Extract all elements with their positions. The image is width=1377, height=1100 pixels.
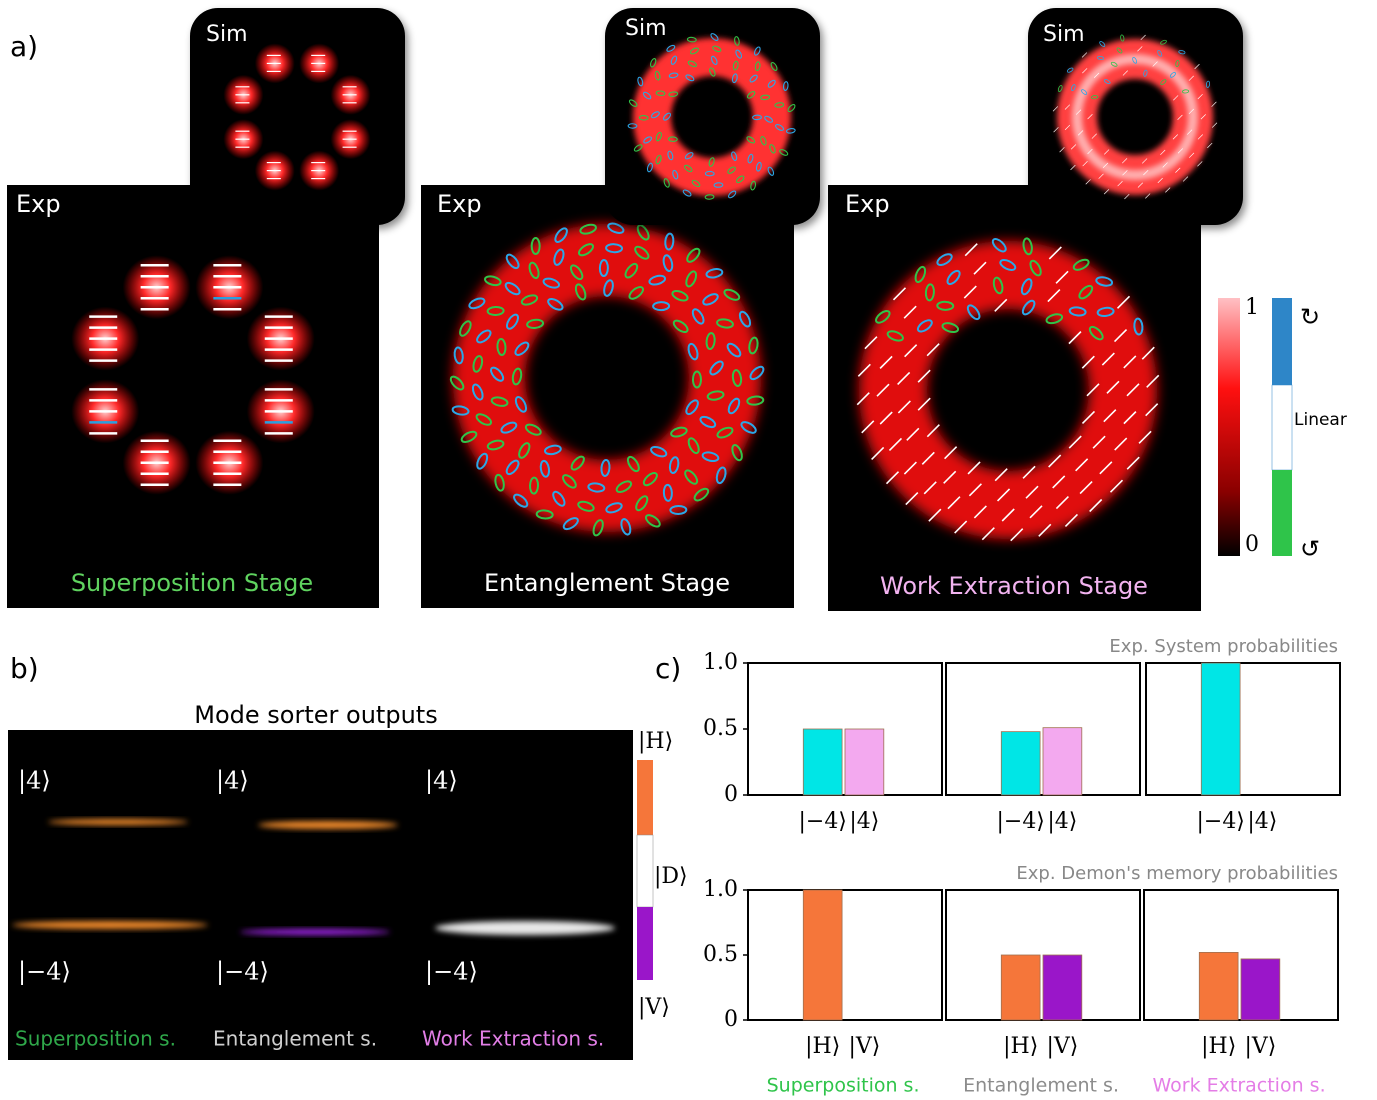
sorter-colorbar xyxy=(637,835,653,907)
x-axis-label: Entanglement s. xyxy=(963,1075,1119,1097)
plot-frame xyxy=(1146,663,1340,795)
colorbar-label: |V⟩ xyxy=(638,995,670,1020)
polarization-colorbar-circular xyxy=(1272,470,1292,556)
panel-label: c) xyxy=(655,652,681,685)
exp-label: Exp xyxy=(16,190,61,218)
sim-insets xyxy=(190,8,1243,225)
stage-label: Entanglement Stage xyxy=(484,569,730,597)
colorbar-label: |D⟩ xyxy=(654,864,688,889)
colorbar-symbol: ↺ xyxy=(1300,535,1320,563)
bar xyxy=(1043,728,1082,795)
bar-charts: 00.51.0|−4⟩|4⟩Exp. System probabilities|… xyxy=(703,636,1340,1097)
x-tick-label: |H⟩ xyxy=(805,1034,840,1059)
column-caption: Work Extraction s. xyxy=(422,1027,604,1051)
y-tick-label: 1.0 xyxy=(703,650,738,675)
polarization-colorbar-circular xyxy=(1272,298,1292,385)
sorter-colorbar xyxy=(637,760,653,835)
bar xyxy=(1241,959,1280,1020)
y-tick-label: 0 xyxy=(724,1007,738,1032)
stage-label: Superposition Stage xyxy=(71,569,313,597)
x-axis-label: Superposition s. xyxy=(767,1075,920,1097)
panel-title: Mode sorter outputs xyxy=(194,701,437,729)
bar xyxy=(1201,663,1240,795)
colorbar-tick: 0 xyxy=(1245,532,1259,557)
colorbar-symbol: ↻ xyxy=(1300,303,1320,331)
bar xyxy=(1199,952,1238,1020)
bar xyxy=(845,729,884,795)
panel-a-images xyxy=(7,185,1201,611)
mode-label: |4⟩ xyxy=(425,767,458,796)
mode-label: |−4⟩ xyxy=(425,958,478,987)
bar xyxy=(803,729,842,795)
sim-label: Sim xyxy=(1043,22,1085,47)
x-tick-label: |V⟩ xyxy=(848,1034,880,1059)
x-tick-label: |4⟩ xyxy=(1047,809,1077,834)
chart-title: Exp. Demon's memory probabilities xyxy=(1016,863,1338,884)
x-tick-label: |−4⟩ xyxy=(798,809,846,834)
mode-sorter-image xyxy=(8,730,633,1060)
mode-label: |−4⟩ xyxy=(18,958,71,987)
mode-label: |−4⟩ xyxy=(216,958,269,987)
panel-label: a) xyxy=(10,30,38,63)
x-tick-label: |H⟩ xyxy=(1201,1034,1236,1059)
y-tick-label: 0.5 xyxy=(703,942,738,967)
panel-label: b) xyxy=(10,652,39,685)
x-tick-label: |4⟩ xyxy=(1247,809,1277,834)
mode-label: |4⟩ xyxy=(216,767,249,796)
bar xyxy=(1001,732,1040,795)
sorter-spot xyxy=(258,821,398,829)
colorbar-label: Linear xyxy=(1294,410,1347,430)
column-caption: Entanglement s. xyxy=(213,1027,377,1051)
y-tick-label: 1.0 xyxy=(703,877,738,902)
column-caption: Superposition s. xyxy=(15,1027,176,1051)
stage-label: Work Extraction Stage xyxy=(880,572,1148,600)
x-tick-label: |H⟩ xyxy=(1003,1034,1038,1059)
page: { "panel_a": { "label": "a)", "panels": … xyxy=(0,0,1377,1100)
bar xyxy=(803,890,842,1020)
y-tick-label: 0.5 xyxy=(703,716,738,741)
exp-label: Exp xyxy=(437,190,482,218)
sim-label: Sim xyxy=(206,22,248,47)
mode-label: |4⟩ xyxy=(18,767,51,796)
sim-label: Sim xyxy=(625,16,667,41)
sorter-spot xyxy=(240,929,390,935)
x-tick-label: |4⟩ xyxy=(849,809,879,834)
exp-image xyxy=(7,185,379,608)
plot-frame xyxy=(748,890,942,1020)
bar xyxy=(1001,955,1040,1020)
exp-label: Exp xyxy=(845,190,890,218)
x-tick-label: |−4⟩ xyxy=(996,809,1044,834)
intensity-colorbar xyxy=(1218,298,1240,556)
polarization-colorbar-linear xyxy=(1272,385,1292,470)
figure: a) Sim Sim Sim Exp Exp Exp Superposition… xyxy=(0,0,1377,1100)
x-tick-label: |V⟩ xyxy=(1244,1034,1276,1059)
sorter-colorbar xyxy=(637,907,653,980)
colorbar-tick: 1 xyxy=(1245,295,1259,320)
colorbar-label: |H⟩ xyxy=(638,729,673,754)
sorter-spot xyxy=(12,921,208,929)
y-tick-label: 0 xyxy=(724,782,738,807)
x-axis-label: Work Extraction s. xyxy=(1152,1075,1325,1097)
chart-title: Exp. System probabilities xyxy=(1109,636,1338,657)
sorter-spot xyxy=(435,921,615,935)
bar xyxy=(1043,955,1082,1020)
sorter-spot xyxy=(48,819,188,825)
x-tick-label: |−4⟩ xyxy=(1196,809,1244,834)
x-tick-label: |V⟩ xyxy=(1046,1034,1078,1059)
